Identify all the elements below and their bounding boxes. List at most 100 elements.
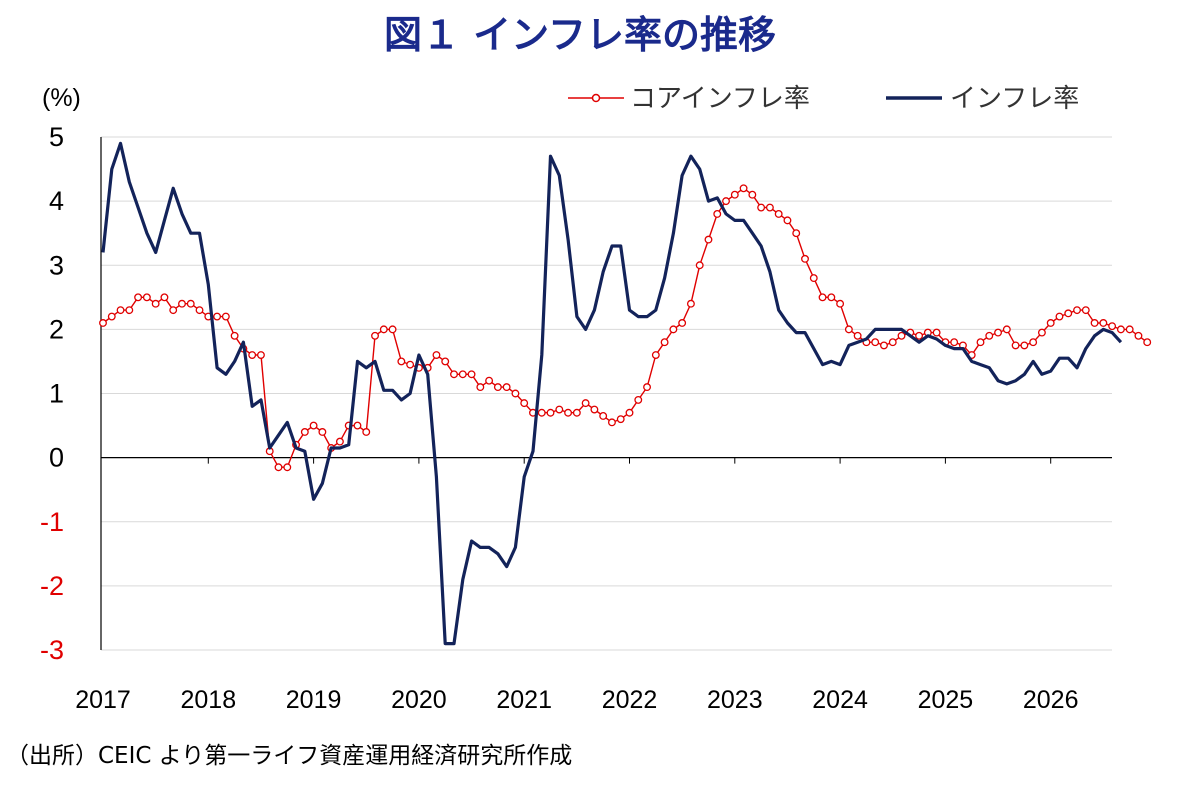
y-tick-label: 2	[49, 314, 64, 344]
series-headline-inflation	[101, 141, 1123, 646]
headline-inflation-line	[101, 141, 1123, 646]
source-note: （出所）CEIC より第一ライフ資産運用経済研究所作成	[6, 743, 572, 769]
core-inflation-point	[362, 428, 371, 436]
core-inflation-point	[801, 254, 809, 263]
core-inflation-point	[274, 463, 283, 472]
core-inflation-point	[107, 312, 116, 321]
core-inflation-point	[695, 261, 704, 270]
core-inflation-point	[564, 408, 573, 417]
core-inflation-point	[476, 383, 485, 392]
chart-title: 図１ インフレ率の推移	[384, 13, 776, 57]
core-inflation-point	[660, 338, 669, 347]
core-inflation-point	[195, 306, 204, 315]
x-tick-label: 2019	[286, 686, 342, 714]
core-inflation-point	[678, 319, 687, 327]
core-inflation-point	[608, 418, 616, 427]
core-inflation-point	[1081, 306, 1090, 315]
legend-core-swatch-marker	[591, 93, 601, 103]
y-tick-label: -2	[40, 571, 64, 601]
core-inflation-point	[142, 293, 151, 302]
core-inflation-point	[388, 325, 397, 334]
x-tick-label: 2020	[391, 686, 447, 714]
core-inflation-point	[318, 428, 327, 436]
core-inflation-point	[669, 325, 678, 334]
core-inflation-point	[976, 338, 985, 347]
core-inflation-point	[116, 306, 125, 315]
core-inflation-point	[827, 293, 836, 302]
core-inflation-point	[704, 235, 713, 244]
core-inflation-point	[713, 209, 722, 218]
core-inflation-point	[757, 203, 766, 212]
core-inflation-point	[625, 408, 634, 417]
core-inflation-point	[897, 331, 906, 340]
core-inflation-point	[994, 328, 1002, 337]
y-tick-label: -1	[40, 507, 64, 537]
core-inflation-point	[134, 293, 143, 302]
core-inflation-point	[467, 370, 476, 379]
core-inflation-point	[169, 306, 178, 315]
core-inflation-point	[836, 299, 845, 308]
x-tick-label: 2026	[1023, 686, 1079, 714]
core-inflation-point	[353, 421, 362, 430]
y-tick-label: 5	[49, 122, 64, 152]
legend: コアインフレ率 インフレ率	[568, 84, 1079, 114]
x-tick-label: 2017	[75, 686, 131, 714]
x-tick-label: 2018	[180, 686, 236, 714]
core-inflation-point	[441, 357, 450, 366]
core-inflation-point	[178, 299, 186, 308]
core-inflation-point	[300, 428, 309, 436]
core-inflation-point	[555, 405, 564, 414]
y-axis-ticks: 5 4 3 2 1 0 -1 -2 -3	[40, 122, 64, 665]
legend-core-label: コアインフレ率	[630, 84, 810, 114]
core-inflation-point	[379, 325, 388, 334]
core-inflation-point	[511, 389, 520, 398]
y-axis-unit: (%)	[42, 84, 81, 112]
core-inflation-point	[1011, 341, 1020, 350]
y-tick-label: -3	[40, 635, 64, 665]
x-tick-label: 2023	[707, 686, 763, 714]
core-inflation-point	[99, 319, 107, 327]
core-inflation-point	[1099, 319, 1108, 327]
core-inflation-point	[599, 411, 608, 420]
core-inflation-point	[1020, 341, 1029, 350]
core-inflation-point	[537, 408, 546, 417]
legend-headline-label: インフレ率	[950, 84, 1079, 114]
gridlines	[101, 136, 1112, 651]
x-tick-label: 2021	[496, 686, 552, 714]
core-inflation-point	[1116, 325, 1125, 334]
core-inflation-point	[880, 341, 888, 350]
core-inflation-point	[371, 331, 379, 340]
series-core-inflation	[99, 184, 1152, 472]
core-inflation-point	[257, 351, 265, 359]
core-inflation-line	[102, 187, 1148, 468]
core-inflation-point	[1143, 338, 1152, 347]
x-tick-label: 2024	[812, 686, 868, 714]
y-tick-label: 4	[49, 186, 64, 216]
core-inflation-point	[871, 338, 880, 347]
core-inflation-point	[1125, 325, 1134, 334]
core-inflation-point	[1073, 306, 1081, 315]
core-inflation-point	[748, 190, 757, 199]
core-inflation-point	[1055, 312, 1064, 321]
core-inflation-point	[485, 376, 494, 385]
core-inflation-point	[853, 331, 862, 340]
core-inflation-point	[151, 299, 160, 308]
core-inflation-point	[722, 197, 730, 206]
core-inflation-point	[1029, 338, 1038, 347]
core-inflation-point	[844, 325, 853, 334]
core-inflation-point	[406, 360, 415, 369]
core-inflation-point	[783, 216, 792, 225]
core-inflation-point	[186, 299, 195, 308]
core-inflation-point	[397, 357, 406, 366]
core-inflation-point	[686, 299, 695, 308]
core-inflation-point	[450, 370, 458, 379]
core-inflation-point	[634, 395, 643, 404]
core-inflation-point	[616, 415, 625, 424]
core-inflation-point	[651, 351, 660, 359]
core-inflation-point	[309, 421, 318, 430]
x-tick-label: 2025	[918, 686, 974, 714]
core-inflation-point	[809, 274, 818, 283]
core-inflation-point	[213, 312, 222, 321]
core-inflation-point	[774, 209, 783, 218]
core-inflation-point	[572, 408, 581, 417]
